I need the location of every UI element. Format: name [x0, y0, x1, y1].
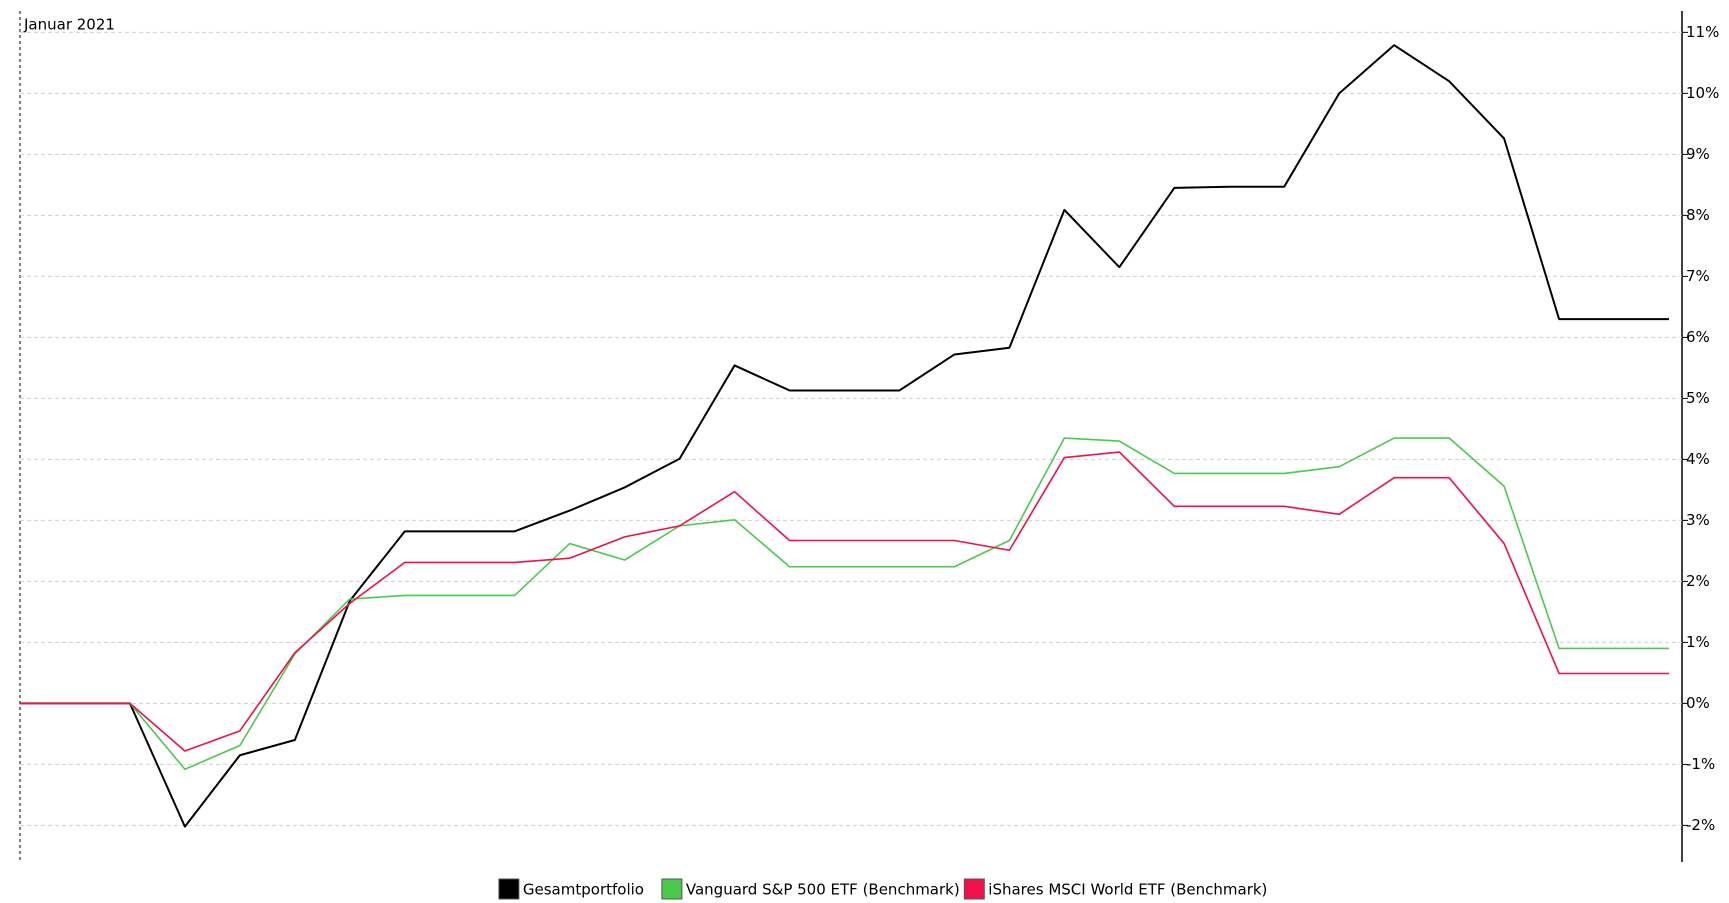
legend-swatch [498, 878, 520, 900]
legend-label: Gesamtportfolio [523, 881, 644, 899]
y-tick-label: 10% [1686, 84, 1719, 102]
series-line [20, 451, 1669, 752]
y-tick-label: 8% [1686, 206, 1710, 224]
y-tick-label: 11% [1686, 23, 1719, 41]
period-label: Januar 2021 [23, 16, 115, 34]
y-tick-label: 9% [1686, 145, 1710, 163]
legend-label: iShares MSCI World ETF (Benchmark) [988, 881, 1267, 899]
y-tick-label: 3% [1686, 511, 1710, 529]
y-tick-label: 4% [1686, 450, 1710, 468]
y-tick-label: 5% [1686, 389, 1710, 407]
y-tick-label: 6% [1686, 328, 1710, 346]
series-line [20, 44, 1669, 828]
legend-swatch [963, 878, 985, 900]
y-tick-label: 1% [1686, 633, 1710, 651]
y-tick-label: 2% [1686, 572, 1710, 590]
y-tick-label: 7% [1686, 267, 1710, 285]
y-tick-label: -2% [1686, 816, 1715, 834]
legend-label: Vanguard S&P 500 ETF (Benchmark) [686, 881, 960, 899]
y-tick-label: 0% [1686, 694, 1710, 712]
legend-swatch [661, 878, 683, 900]
y-tick-label: -1% [1686, 755, 1715, 773]
series-line [20, 437, 1669, 771]
